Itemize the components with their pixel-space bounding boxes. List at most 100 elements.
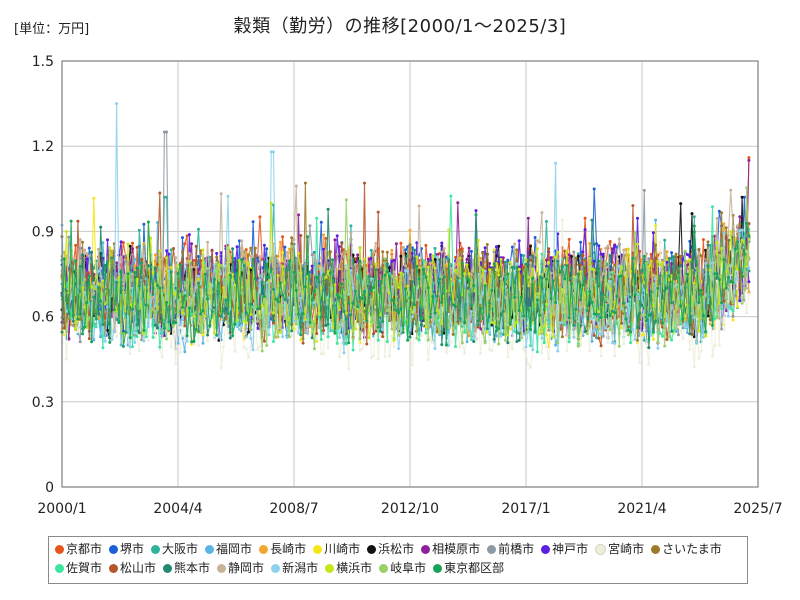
data-point [388,266,391,270]
data-point [538,332,542,336]
data-point [276,254,280,258]
data-point [260,257,264,261]
data-point [351,348,355,352]
data-point [422,259,426,262]
data-point [624,329,628,333]
data-point [729,188,733,192]
data-point [467,334,471,338]
data-point [272,150,275,154]
data-point [747,292,751,296]
data-point [340,241,344,245]
data-point [310,253,314,257]
data-point [290,236,294,240]
data-point [394,242,398,246]
data-point [144,335,148,339]
data-point [717,209,721,213]
data-point [203,258,207,262]
data-point [385,340,389,344]
data-point [210,249,214,253]
data-point [160,331,164,335]
data-point [267,333,271,337]
data-point [665,258,669,262]
data-point [244,248,248,252]
data-point [187,252,191,255]
data-point [194,265,198,269]
data-point [642,338,646,342]
data-point [101,241,105,245]
data-point [96,316,100,320]
data-point [469,249,473,253]
data-point [349,231,353,235]
data-point [121,255,125,259]
data-point [688,348,692,352]
data-point [529,255,532,259]
data-point [283,245,287,249]
data-point [308,224,312,228]
data-point [410,251,414,255]
data-point [376,338,380,342]
data-point [440,241,444,245]
data-point [640,333,644,337]
data-point [554,343,558,347]
data-point [654,274,658,278]
data-point [704,248,708,252]
data-point [390,248,394,252]
data-point [115,102,119,106]
data-point [258,215,262,219]
data-point [169,345,173,349]
data-point [156,221,159,224]
data-point [315,216,319,220]
data-point [94,325,98,329]
data-point [665,250,669,254]
data-point [219,331,223,335]
data-point [599,256,603,260]
data-point [172,247,175,250]
data-point [438,258,442,262]
data-point [335,341,339,345]
data-point [417,259,421,262]
data-point [738,299,742,303]
data-point [613,244,617,248]
data-point [262,243,266,247]
data-point [181,317,184,321]
data-point [492,248,496,252]
data-point [642,188,646,192]
data-point [583,330,587,334]
data-point [385,262,389,266]
data-point [156,326,159,330]
data-point [413,248,416,252]
data-point [736,305,739,309]
data-point [699,349,703,353]
data-point [272,319,275,323]
data-point [178,323,182,327]
data-point [638,361,642,365]
data-point [237,239,241,243]
data-point [119,240,123,244]
data-point [608,240,612,243]
data-point [449,267,453,271]
data-point [545,220,548,223]
data-point [699,254,703,258]
data-point [162,130,166,134]
data-point [315,336,319,340]
data-point [115,313,119,317]
data-point [244,347,248,351]
data-point [262,259,266,263]
data-point [376,357,380,361]
data-point [274,335,278,339]
data-point [590,339,594,343]
data-point [262,339,266,343]
data-point [365,342,369,346]
data-point [292,327,296,331]
data-point [681,326,685,330]
data-point [581,253,585,257]
data-point [265,255,269,259]
data-point [549,331,553,335]
data-point [542,341,546,345]
data-point [340,252,344,256]
data-point [676,333,680,337]
data-point [133,264,137,268]
data-point [142,222,146,226]
data-point [260,272,264,276]
